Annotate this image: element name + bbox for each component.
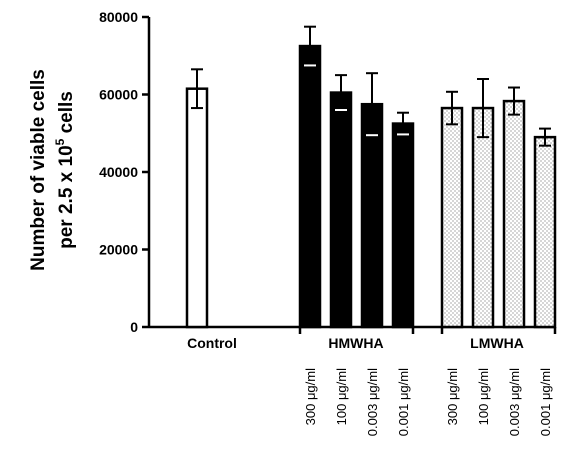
x-labels-layer: Control 300 μg/ml 100 μg/ml 0.003 μg/ml 0.00…: [187, 335, 553, 436]
y-axis-label-line1: Number of viable cells: [28, 69, 49, 271]
x-tick-label: 100 μg/ml: [476, 368, 491, 425]
y-axis-label: Number of viable cells per 2.5 x 105 cel…: [28, 69, 77, 271]
x-tick-label: 300 μg/ml: [445, 368, 460, 425]
x-tick-label: 0.003 μg/ml: [365, 368, 380, 436]
bar: [298, 44, 322, 329]
bar: [471, 106, 495, 329]
y-tick-label: 60000: [99, 87, 138, 103]
group-label: Control: [187, 335, 237, 351]
x-tick-label: 0.003 μg/ml: [507, 368, 522, 436]
y-tick-label: 20000: [99, 242, 138, 258]
x-tick-label: 0.001 μg/ml: [538, 368, 553, 436]
bar: [533, 135, 557, 329]
bar: [391, 122, 415, 329]
y-axis-label-line2: per 2.5 x 105 cells: [53, 91, 77, 249]
y-tick-label: 0: [130, 319, 138, 335]
group-label: HMWHA: [328, 335, 383, 351]
bars-layer: [185, 25, 557, 329]
x-tick-label: 100 μg/ml: [334, 368, 349, 425]
x-tick-label: 0.001 μg/ml: [396, 368, 411, 436]
bar: [440, 106, 464, 329]
group-label: LMWHA: [470, 335, 524, 351]
bar: [360, 102, 384, 329]
bar: [185, 87, 209, 329]
y-tick-label: 40000: [99, 164, 138, 180]
y-tick-label: 80000: [99, 9, 138, 25]
bar: [502, 99, 526, 329]
bar: [329, 91, 353, 329]
x-tick-label: 300 μg/ml: [303, 368, 318, 425]
